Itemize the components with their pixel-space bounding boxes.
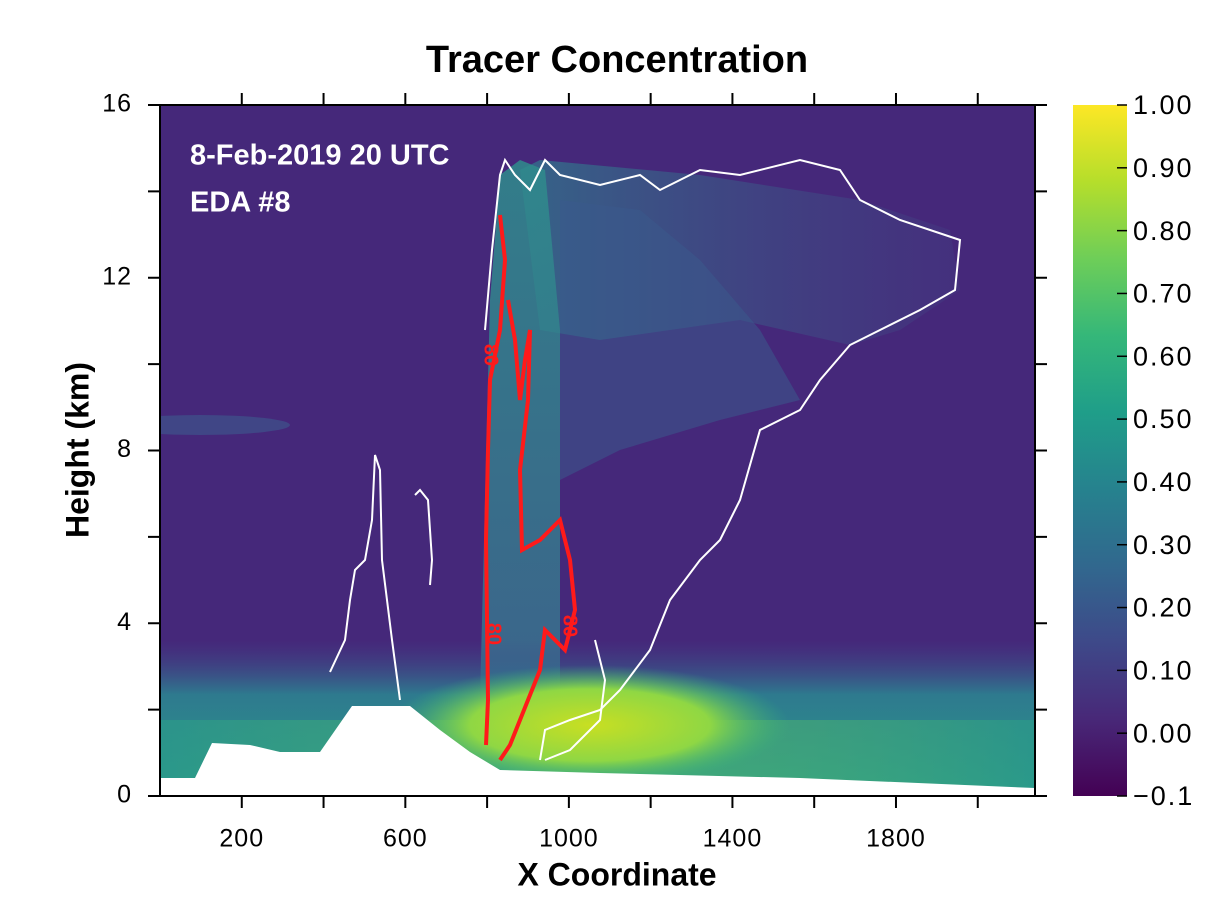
y-tick-label: 0 bbox=[117, 781, 132, 809]
contour-label: 80 bbox=[480, 344, 502, 366]
colorbar-tick-label: 0.10 bbox=[1133, 655, 1194, 685]
y-tick-label: 12 bbox=[102, 262, 132, 290]
contour-label: 80 bbox=[483, 623, 505, 645]
colorbar bbox=[1073, 105, 1127, 796]
colorbar-tick-label: 0.30 bbox=[1133, 530, 1194, 560]
y-tick-label: 4 bbox=[117, 608, 132, 636]
colorbar-tick-label: −0.1 bbox=[1133, 781, 1194, 811]
x-tick-label: 600 bbox=[383, 825, 428, 853]
colorbar-tick-label: 1.00 bbox=[1133, 90, 1194, 120]
y-tick-label: 8 bbox=[117, 435, 132, 463]
y-axis-label: Height (km) bbox=[59, 362, 95, 538]
chart-title: Tracer Concentration bbox=[426, 39, 808, 81]
colorbar-tick-label: 0.50 bbox=[1133, 404, 1194, 434]
x-tick-label: 200 bbox=[219, 825, 264, 853]
x-tick-label: 1000 bbox=[539, 825, 599, 853]
x-tick-label: 1800 bbox=[866, 825, 926, 853]
colorbar-tick-label: 0.00 bbox=[1133, 718, 1194, 748]
field bbox=[160, 105, 1035, 796]
colorbar-tick-label: 0.80 bbox=[1133, 216, 1194, 246]
colorbar-tick-label: 0.60 bbox=[1133, 341, 1194, 371]
colorbar-tick-label: 0.20 bbox=[1133, 593, 1194, 623]
contour-label: 80 bbox=[559, 615, 581, 637]
annotation: 8-Feb-2019 20 UTC bbox=[190, 140, 450, 172]
annotation: EDA #8 bbox=[190, 187, 290, 219]
x-axis-label: X Coordinate bbox=[517, 856, 716, 892]
colorbar-tick-label: 0.70 bbox=[1133, 279, 1194, 309]
x-tick-label: 1400 bbox=[703, 825, 763, 853]
y-tick-label: 16 bbox=[102, 90, 132, 118]
colorbar-tick-label: 0.90 bbox=[1133, 153, 1194, 183]
colorbar-tick-label: 0.40 bbox=[1133, 467, 1194, 497]
